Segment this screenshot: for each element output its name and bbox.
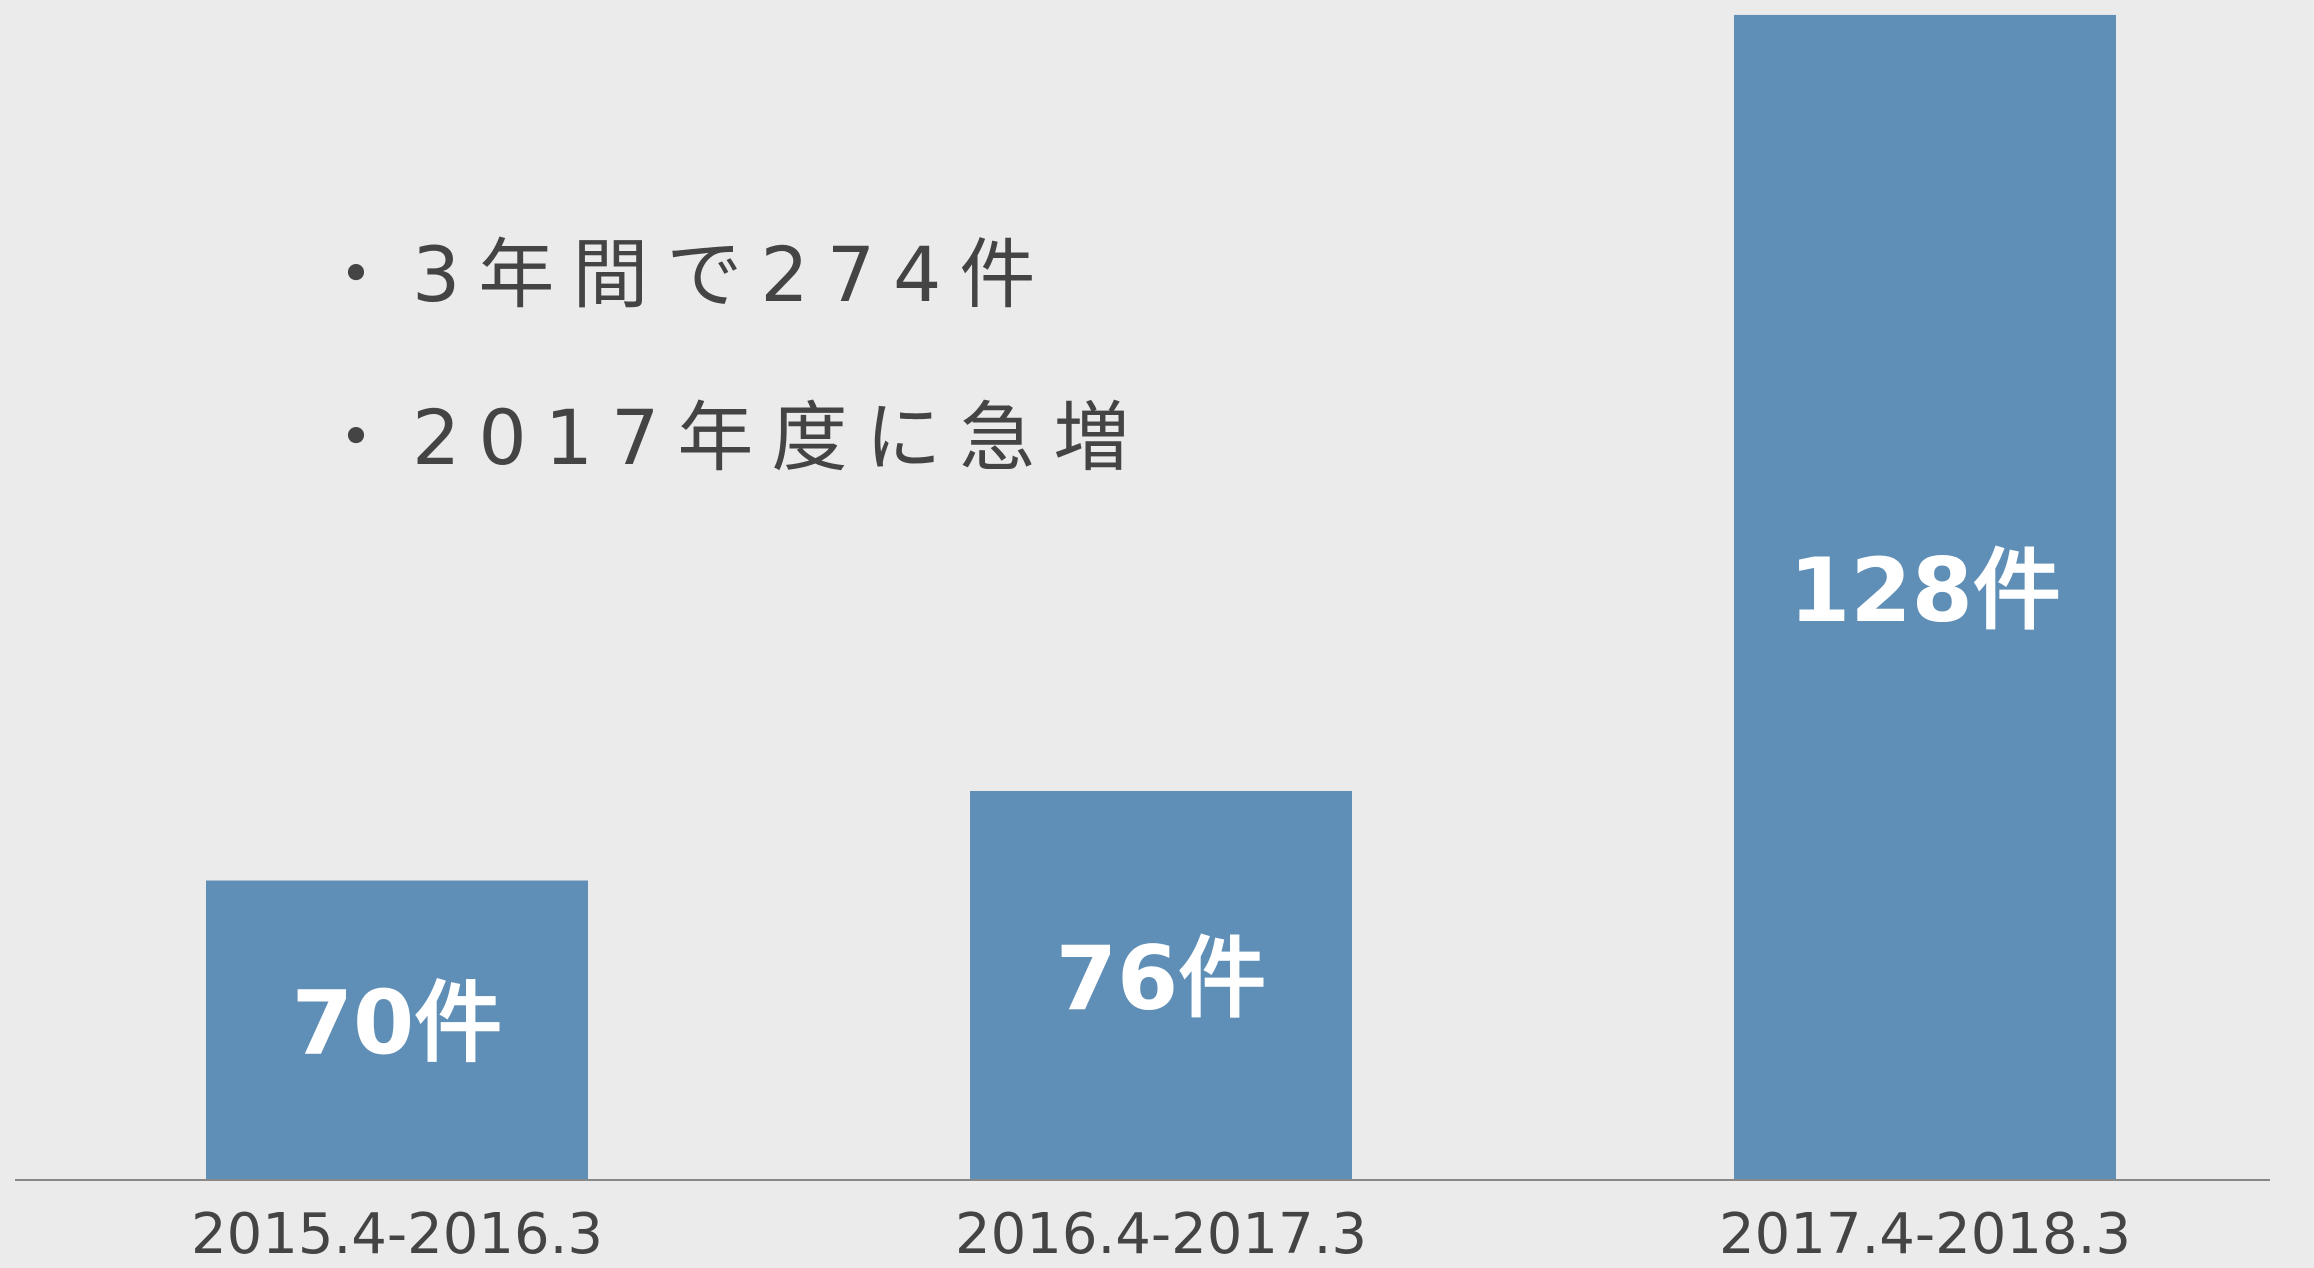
x-tick-label: 2016.4-2017.3 (955, 1202, 1367, 1267)
bar (206, 880, 588, 1179)
x-tick-label: 2017.4-2018.3 (1719, 1202, 2131, 1267)
value-label: 70件 (292, 972, 502, 1075)
value-label: 76件 (1056, 927, 1266, 1030)
x-tick-label: 2015.4-2016.3 (191, 1202, 603, 1267)
annotation: ・3年間で274件 (318, 230, 1053, 319)
bar (1734, 14, 2116, 1179)
bar (970, 790, 1352, 1179)
annotation: ・2017年度に急増 (318, 393, 1147, 482)
value-label: 128件 (1789, 539, 2061, 642)
